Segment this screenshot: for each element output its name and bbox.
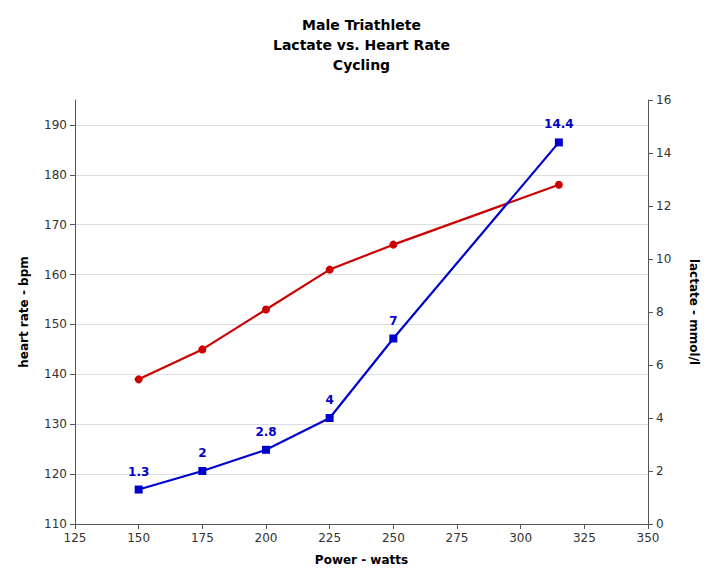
svg-text:2: 2 xyxy=(656,464,664,478)
svg-text:170: 170 xyxy=(44,218,67,232)
svg-text:14.4: 14.4 xyxy=(544,117,574,131)
svg-text:175: 175 xyxy=(191,531,214,545)
svg-text:160: 160 xyxy=(44,268,67,282)
svg-text:4: 4 xyxy=(656,411,664,425)
svg-text:225: 225 xyxy=(318,531,341,545)
svg-text:200: 200 xyxy=(255,531,278,545)
svg-text:6: 6 xyxy=(656,358,664,372)
svg-text:7: 7 xyxy=(389,314,397,328)
svg-text:8: 8 xyxy=(656,305,664,319)
svg-text:275: 275 xyxy=(446,531,469,545)
svg-text:Cycling: Cycling xyxy=(333,57,390,73)
svg-text:325: 325 xyxy=(573,531,596,545)
svg-text:14: 14 xyxy=(656,146,671,160)
svg-text:0: 0 xyxy=(656,517,664,531)
svg-text:350: 350 xyxy=(637,531,660,545)
svg-text:180: 180 xyxy=(44,168,67,182)
svg-text:2: 2 xyxy=(198,446,206,460)
svg-text:Lactate vs. Heart Rate: Lactate vs. Heart Rate xyxy=(273,37,450,53)
svg-text:lactate - mmol/l: lactate - mmol/l xyxy=(687,259,701,365)
svg-text:110: 110 xyxy=(44,517,67,531)
svg-text:16: 16 xyxy=(656,93,671,107)
svg-text:10: 10 xyxy=(656,252,671,266)
svg-text:4: 4 xyxy=(325,393,333,407)
svg-text:1.3: 1.3 xyxy=(128,465,149,479)
svg-text:150: 150 xyxy=(127,531,150,545)
svg-text:2.8: 2.8 xyxy=(255,425,276,439)
svg-text:300: 300 xyxy=(509,531,532,545)
svg-text:Power - watts: Power - watts xyxy=(315,553,408,567)
svg-text:250: 250 xyxy=(382,531,405,545)
svg-text:12: 12 xyxy=(656,199,671,213)
svg-text:140: 140 xyxy=(44,367,67,381)
svg-text:120: 120 xyxy=(44,467,67,481)
svg-text:125: 125 xyxy=(64,531,87,545)
svg-text:Male Triathlete: Male Triathlete xyxy=(302,17,421,33)
svg-text:130: 130 xyxy=(44,417,67,431)
svg-text:190: 190 xyxy=(44,118,67,132)
svg-text:heart rate - bpm: heart rate - bpm xyxy=(17,256,31,368)
svg-text:150: 150 xyxy=(44,317,67,331)
